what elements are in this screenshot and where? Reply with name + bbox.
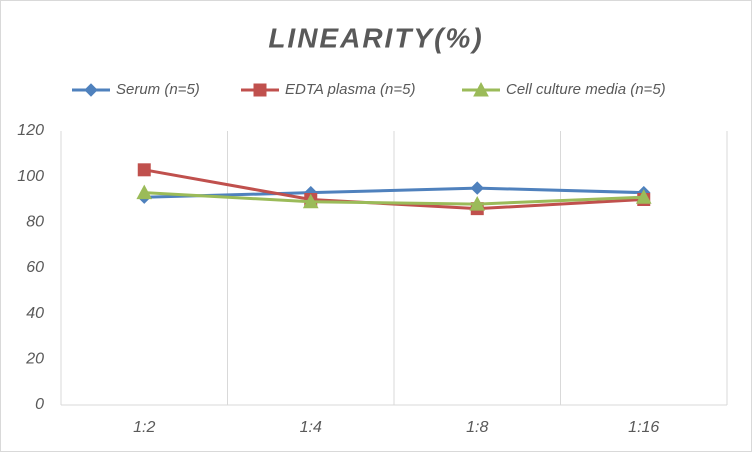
legend-label: Cell culture media (n=5) bbox=[506, 81, 666, 98]
marker bbox=[635, 189, 652, 204]
y-tick-label: 60 bbox=[26, 259, 44, 276]
marker bbox=[470, 181, 484, 195]
x-tick-label: 1:4 bbox=[300, 419, 322, 436]
y-tick-label: 0 bbox=[35, 396, 44, 413]
x-tick-label: 1:8 bbox=[466, 419, 488, 436]
series-line bbox=[144, 186, 644, 199]
marker bbox=[136, 184, 153, 200]
y-tick-label: 20 bbox=[25, 351, 44, 368]
y-tick-label: 120 bbox=[17, 122, 44, 139]
marker bbox=[302, 193, 319, 209]
series-line bbox=[144, 191, 644, 206]
x-tick-label: 1:2 bbox=[133, 419, 155, 436]
y-tick-label: 80 bbox=[26, 214, 44, 231]
legend-label: EDTA plasma (n=5) bbox=[285, 81, 415, 98]
y-tick-label: 40 bbox=[26, 305, 44, 322]
chart-title: LINEARITY(%) bbox=[268, 22, 483, 53]
marker bbox=[253, 83, 267, 97]
marker bbox=[473, 81, 489, 97]
marker bbox=[137, 163, 151, 177]
x-tick-label: 1:16 bbox=[628, 419, 659, 436]
marker bbox=[84, 83, 98, 97]
y-tick-label: 100 bbox=[17, 168, 44, 185]
marker bbox=[469, 196, 486, 211]
legend-label: Serum (n=5) bbox=[116, 81, 200, 98]
